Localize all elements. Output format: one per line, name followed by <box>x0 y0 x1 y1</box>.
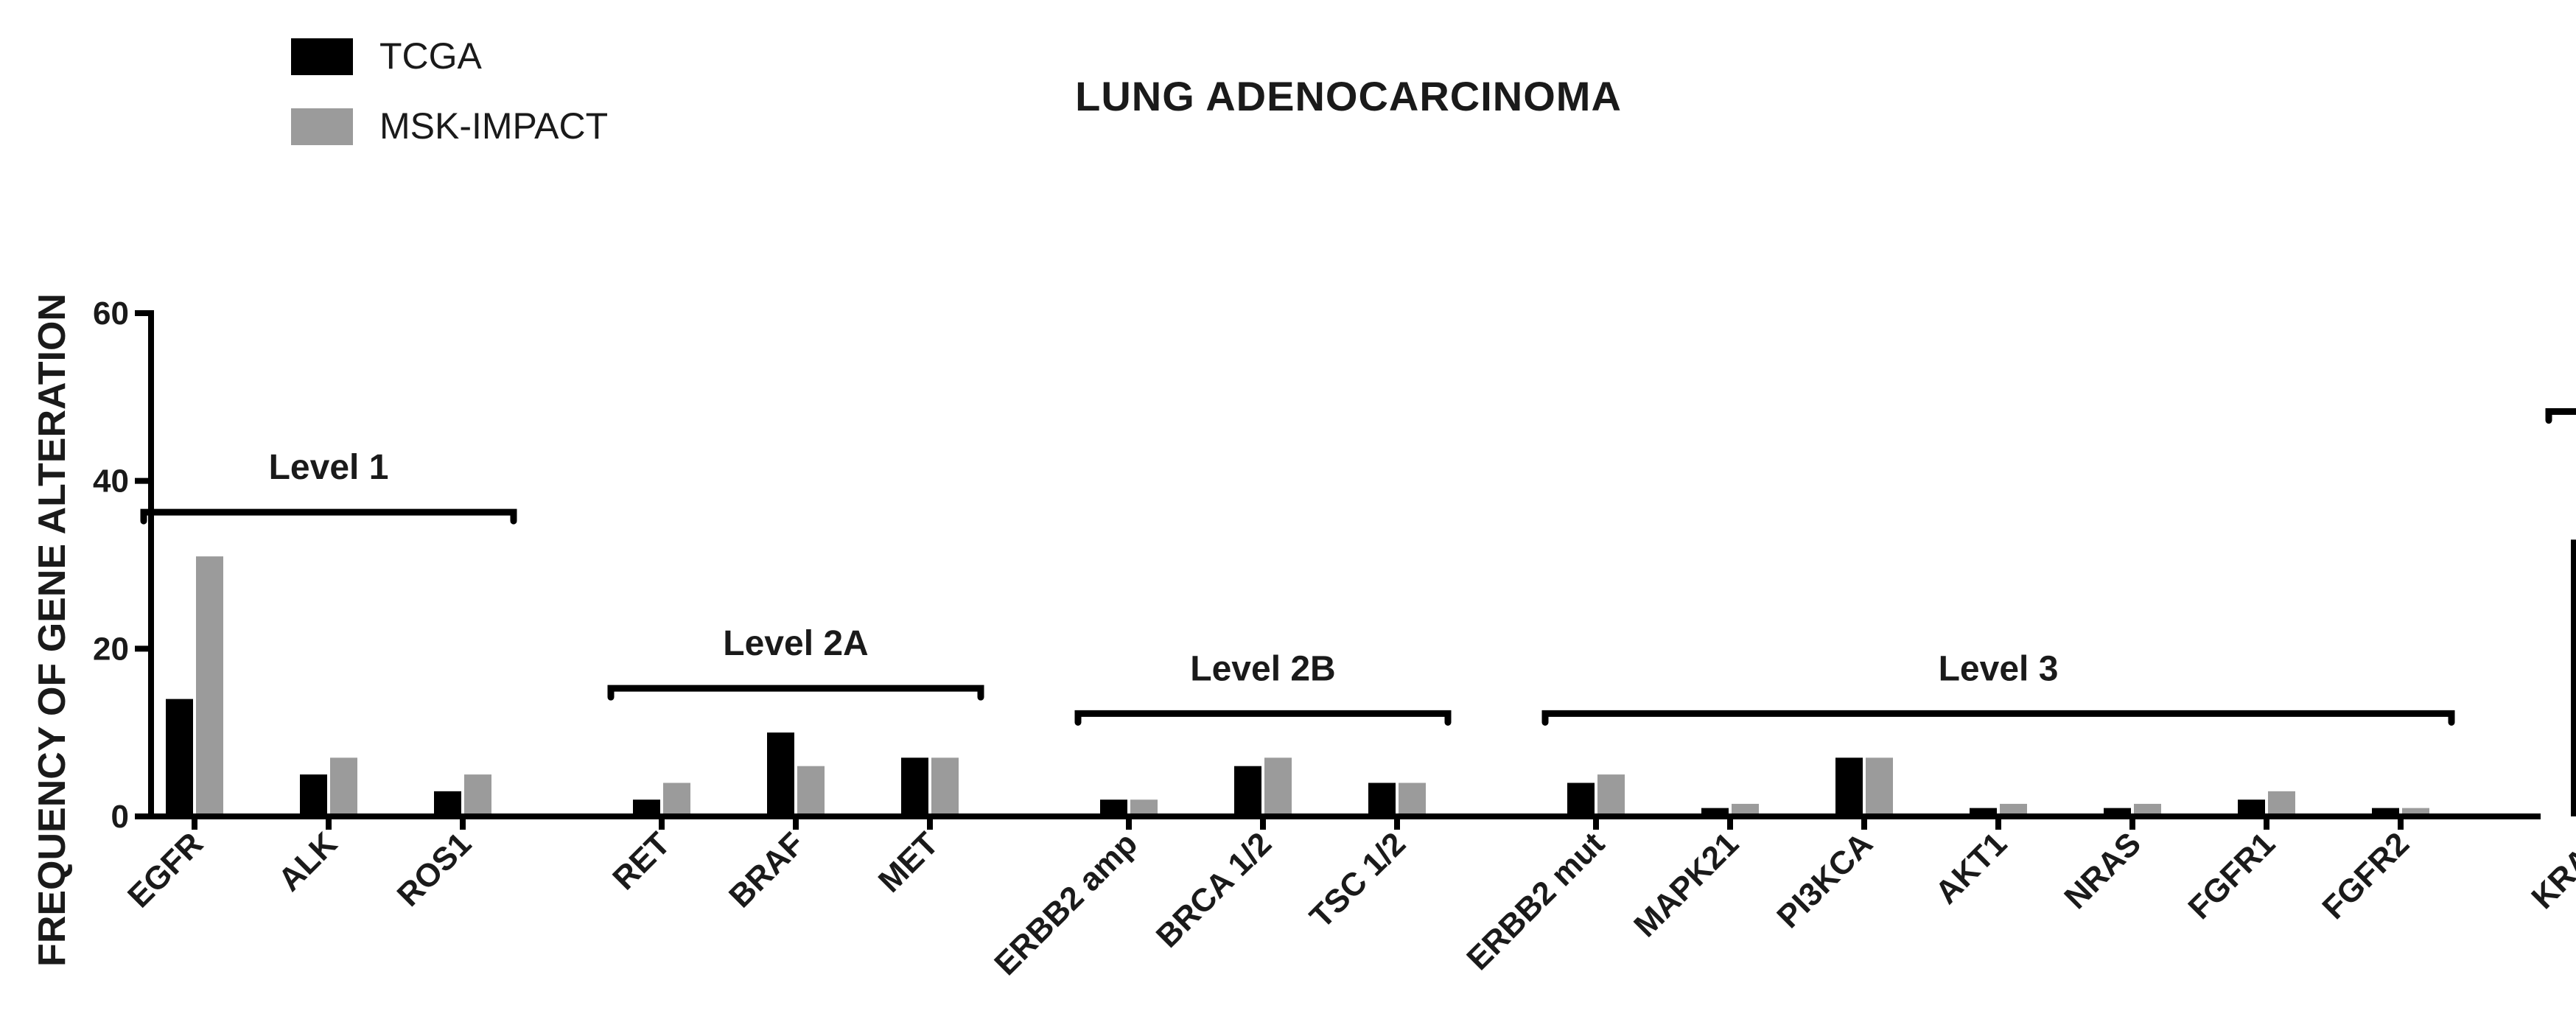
y-axis-label: FREQUENCY OF GENE ALTERATION <box>31 293 74 967</box>
x-tick-label-braf: BRAF <box>722 825 811 914</box>
bar-tcga-met <box>901 757 928 816</box>
bar-tcga-egfr <box>166 699 193 816</box>
bar-tcga-akt1 <box>1970 808 1997 816</box>
bracket-level-3 <box>1541 710 2455 726</box>
bar-msk-impact-fgfr2 <box>2402 808 2429 816</box>
bar-msk-impact-met <box>931 757 959 816</box>
x-tick-label-alk: ALK <box>271 825 344 898</box>
legend-label-msk-impact: MSK-IMPACT <box>379 105 608 147</box>
bars-layer <box>166 539 2576 816</box>
bar-tcga-ret <box>633 799 660 816</box>
bar-tcga-pi3kca <box>1835 757 1863 816</box>
bar-tcga-alk <box>300 774 327 816</box>
bar-msk-impact-akt1 <box>2000 803 2027 816</box>
bar-msk-impact-erbb2-amp <box>1130 799 1158 816</box>
group-label-level-2a: Level 2A <box>723 624 868 663</box>
bar-tcga-tsc-1-2 <box>1368 783 1396 816</box>
bar-msk-impact-tsc-1-2 <box>1399 783 1426 816</box>
bar-tcga-mapk21 <box>1701 808 1729 816</box>
x-tick-label-ros1: ROS1 <box>391 825 478 913</box>
x-tick-label-erbb2-amp: ERBB2 amp <box>987 825 1144 982</box>
y-axis: 0 20 40 60 <box>93 295 2541 835</box>
x-tick-label-kras: KRAS <box>2524 825 2576 916</box>
bar-msk-impact-egfr <box>196 556 223 816</box>
bar-tcga-fgfr2 <box>2372 808 2399 816</box>
x-tick-label-mapk21: MAPK21 <box>1627 825 1746 944</box>
legend-swatch-tcga <box>291 38 353 75</box>
legend-label-tcga: TCGA <box>379 35 483 77</box>
x-tick-label-met: MET <box>872 825 945 899</box>
bar-msk-impact-nras <box>2134 803 2161 816</box>
x-tick-label-akt1: AKT1 <box>1928 825 2014 911</box>
bar-tcga-erbb2-mut <box>1567 783 1595 816</box>
bar-tcga-erbb2-amp <box>1100 799 1127 816</box>
x-tick-label-tsc-1-2: TSC 1/2 <box>1303 825 1413 935</box>
y-tick-label: 60 <box>93 295 129 332</box>
x-tick-label-nras: NRAS <box>2057 825 2148 916</box>
bracket-level-1 <box>140 508 517 525</box>
bar-tcga-braf <box>767 732 794 816</box>
y-tick-label: 0 <box>111 799 129 835</box>
bar-msk-impact-brca-1-2 <box>1264 757 1292 816</box>
legend-swatch-msk-impact <box>291 108 353 145</box>
bar-tcga-brca-1-2 <box>1234 766 1261 816</box>
x-tick-label-pi3kca: PI3KCA <box>1770 825 1880 935</box>
x-tick-label-egfr: EGFR <box>121 825 210 914</box>
bar-msk-impact-mapk21 <box>1732 803 1759 816</box>
bar-tcga-kras <box>2571 539 2576 816</box>
group-label-level-2b: Level 2B <box>1190 649 1335 688</box>
x-tick-label-brca-1-2: BRCA 1/2 <box>1149 825 1278 954</box>
bar-tcga-ros1 <box>434 791 461 816</box>
bar-msk-impact-ret <box>663 783 690 816</box>
bracket-level-4 <box>2545 408 2576 424</box>
legend: TCGA MSK-IMPACT <box>291 35 608 147</box>
x-tick-label-erbb2-mut: ERBB2 mut <box>1460 825 1611 977</box>
bar-tcga-fgfr1 <box>2238 799 2265 816</box>
chart-title: LUNG ADENOCARCINOMA <box>1075 73 1622 119</box>
bar-msk-impact-fgfr1 <box>2268 791 2295 816</box>
bracket-level-2a <box>607 685 984 701</box>
group-label-level-3: Level 3 <box>1939 649 2059 688</box>
bar-msk-impact-pi3kca <box>1866 757 1893 816</box>
group-label-level-1: Level 1 <box>269 448 389 487</box>
x-tick-label-ret: RET <box>606 825 677 897</box>
bar-msk-impact-erbb2-mut <box>1597 774 1625 816</box>
x-tick-label-fgfr1: FGFR1 <box>2181 825 2282 926</box>
bar-msk-impact-braf <box>797 766 825 816</box>
x-tick-label-fgfr2: FGFR2 <box>2315 825 2416 926</box>
bracket-level-2b <box>1074 710 1452 726</box>
bar-msk-impact-ros1 <box>464 774 491 816</box>
x-axis-tick-labels: EGFR ALK ROS1 RET BRAF MET ERBB2 amp BRCA 1/2 TS… <box>121 816 2576 982</box>
y-tick-label: 20 <box>93 631 129 667</box>
bar-tcga-nras <box>2104 808 2131 816</box>
y-tick-label: 40 <box>93 463 129 500</box>
bar-msk-impact-alk <box>330 757 357 816</box>
